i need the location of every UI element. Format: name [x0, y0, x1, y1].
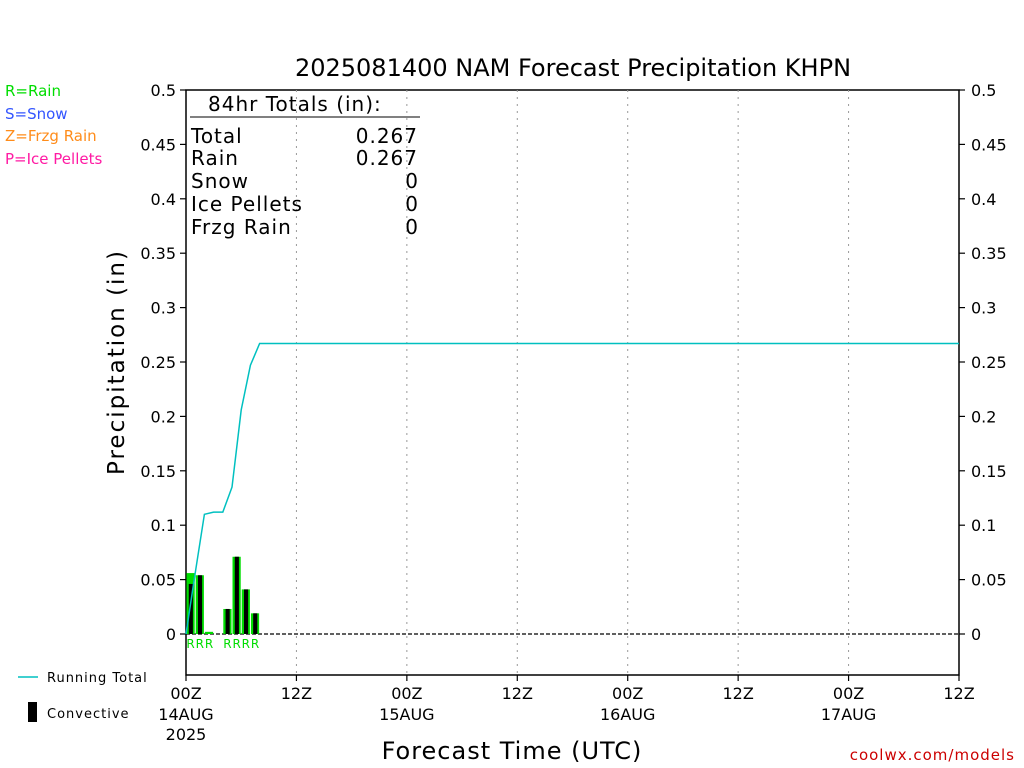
precip-bars — [186, 556, 260, 634]
convective-bar — [197, 575, 203, 634]
running-total-legend-label: Running Total — [47, 671, 148, 686]
precip-type-marker: R — [205, 637, 213, 651]
totals-frzg-label: Frzg Rain — [191, 215, 292, 239]
x-axis-label: Forecast Time (UTC) — [382, 737, 643, 765]
precip-type-marker: R — [251, 637, 259, 651]
y-tick-label-right: 0.05 — [971, 571, 1007, 590]
convective-bar — [225, 608, 230, 634]
legend-frzg-rain: Z=Frzg Rain — [5, 127, 97, 145]
y-tick-label-left: 0.05 — [140, 571, 176, 590]
y-tick-label-right: 0 — [971, 625, 981, 644]
chart-title: 2025081400 NAM Forecast Precipitation KH… — [295, 54, 851, 82]
legend-rain: R=Rain — [5, 82, 61, 100]
convective-bar — [243, 589, 249, 634]
y-tick-label-left: 0.5 — [151, 81, 176, 100]
y-tick-label-right: 0.4 — [971, 190, 996, 209]
precip-type-legend: R=Rain S=Snow Z=Frzg Rain P=Ice Pellets — [5, 82, 102, 168]
y-tick-label-left: 0.3 — [151, 299, 176, 318]
x-tick-date-label: 14AUG — [158, 705, 213, 724]
precip-type-marker: R — [223, 637, 231, 651]
x-tick-label: 12Z — [281, 684, 312, 703]
y-tick-label-right: 0.3 — [971, 299, 996, 318]
x-tick-label: 00Z — [833, 684, 864, 703]
y-tick-label-left: 0.35 — [140, 244, 176, 263]
x-tick-label: 00Z — [391, 684, 422, 703]
y-tick-label-right: 0.15 — [971, 462, 1007, 481]
totals-total-label: Total — [190, 124, 243, 148]
precip-type-marker: R — [186, 637, 194, 651]
precip-type-marker: R — [242, 637, 250, 651]
y-tick-label-left: 0.25 — [140, 353, 176, 372]
legend-ice-pellets: P=Ice Pellets — [5, 150, 102, 168]
convective-bar — [234, 556, 239, 634]
series-legend: Running Total Convective — [18, 671, 148, 722]
convective-bar — [253, 613, 258, 634]
y-tick-label-left: 0.15 — [140, 462, 176, 481]
x-tick-date-label: 15AUG — [379, 705, 434, 724]
y-tick-label-right: 0.45 — [971, 135, 1007, 154]
y-ticks: 0 00.05 0.050.1 0.10.15 0.150.2 0.20.25 0.250.… — [140, 81, 1006, 644]
x-tick-label: 12Z — [502, 684, 533, 703]
x-tick-label: 00Z — [612, 684, 643, 703]
legend-snow: S=Snow — [5, 105, 68, 123]
rain-bar — [204, 631, 214, 634]
convective-legend-swatch — [28, 702, 37, 722]
y-tick-label-right: 0.35 — [971, 244, 1007, 263]
y-tick-label-left: 0.2 — [151, 407, 176, 426]
x-tick-label: 12Z — [722, 684, 753, 703]
totals-box: 84hr Totals (in): Total 0.267 Rain 0.267… — [190, 92, 420, 239]
totals-rain-label: Rain — [191, 146, 239, 170]
y-tick-label-right: 0.5 — [971, 81, 996, 100]
x-tick-date-label: 17AUG — [821, 705, 876, 724]
totals-ice-label: Ice Pellets — [191, 192, 303, 216]
y-tick-label-right: 0.2 — [971, 407, 996, 426]
grid-lines — [295, 90, 850, 675]
y-axis-label: Precipitation (in) — [104, 249, 130, 475]
totals-snow-value: 0 — [405, 169, 418, 193]
totals-header: 84hr Totals (in): — [208, 92, 382, 116]
totals-rain-value: 0.267 — [356, 146, 418, 170]
convective-bar — [188, 583, 193, 634]
plot-frame — [185, 89, 960, 676]
y-tick-label-right: 0.1 — [971, 516, 996, 535]
totals-frzg-value: 0 — [405, 215, 418, 239]
precip-type-marker: R — [196, 637, 204, 651]
totals-snow-label: Snow — [191, 169, 249, 193]
y-tick-label-left: 0 — [166, 625, 176, 644]
convective-legend-label: Convective — [47, 707, 130, 722]
precip-type-marker: R — [232, 637, 240, 651]
x-tick-label: 00Z — [170, 684, 201, 703]
x-tick-date-label: 16AUG — [600, 705, 655, 724]
y-tick-label-left: 0.4 — [151, 190, 176, 209]
y-tick-label-left: 0.45 — [140, 135, 176, 154]
running-total-polyline — [185, 342, 959, 635]
totals-ice-value: 0 — [405, 192, 418, 216]
y-tick-label-left: 0.1 — [151, 516, 176, 535]
x-tick-year-label: 2025 — [166, 725, 207, 744]
credit-text: coolwx.com/models — [850, 746, 1015, 764]
totals-total-value: 0.267 — [356, 124, 418, 148]
running-total-line — [185, 342, 959, 635]
y-tick-label-right: 0.25 — [971, 353, 1007, 372]
x-tick-label: 12Z — [943, 684, 974, 703]
